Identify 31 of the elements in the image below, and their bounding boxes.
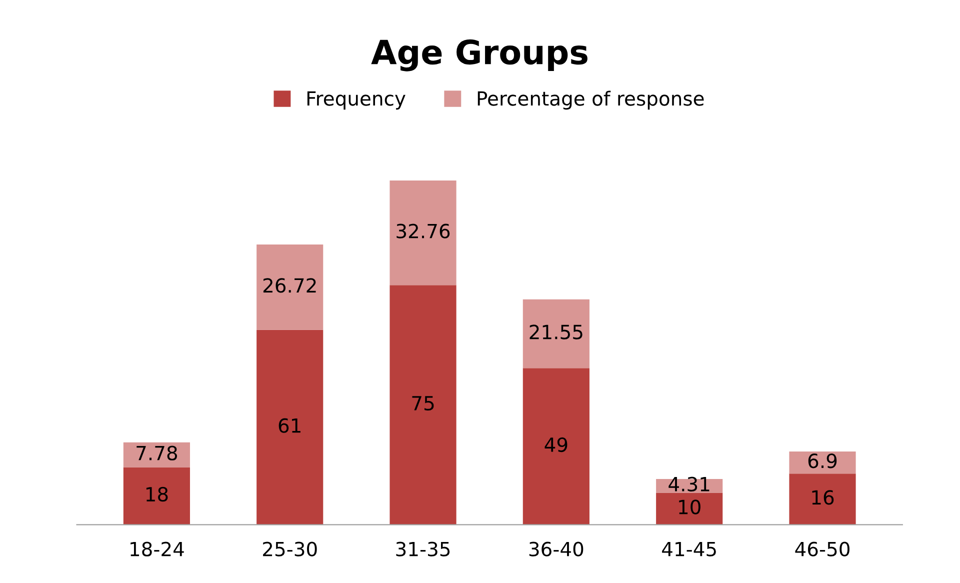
bar (656, 492, 723, 525)
bar (522, 368, 590, 525)
legend-label: Frequency (307, 91, 406, 110)
data-label: 7.78 (136, 446, 178, 460)
data-label: 61 (278, 418, 300, 433)
x-tick-label: 18-24 (130, 542, 184, 556)
chart-title: Age Groups (371, 39, 588, 72)
legend-label: Percentage of response (478, 90, 704, 110)
data-label: 6.9 (808, 454, 837, 468)
x-tick-label: 41-45 (662, 542, 716, 556)
data-label: 75 (412, 396, 434, 411)
bar (789, 452, 856, 474)
data-label: 18 (146, 486, 168, 502)
data-label: 21.55 (530, 324, 582, 340)
bar (390, 180, 456, 286)
data-label: 10 (679, 500, 700, 514)
data-label: 16 (812, 490, 834, 505)
bar (789, 474, 856, 525)
data-label: 32.76 (396, 224, 450, 238)
x-tick-label: 25-30 (263, 542, 317, 556)
x-tick-label: 31-35 (396, 542, 450, 556)
bar (522, 299, 590, 368)
x-tick-label: 46-50 (795, 542, 850, 556)
data-label: 26.72 (263, 278, 316, 293)
data-label: 49 (544, 437, 568, 452)
x-tick-label: 36-40 (529, 542, 584, 556)
bar (123, 467, 190, 525)
data-label: 4.31 (668, 476, 710, 492)
bar (390, 285, 456, 525)
bar (256, 244, 324, 330)
bar (256, 330, 324, 525)
